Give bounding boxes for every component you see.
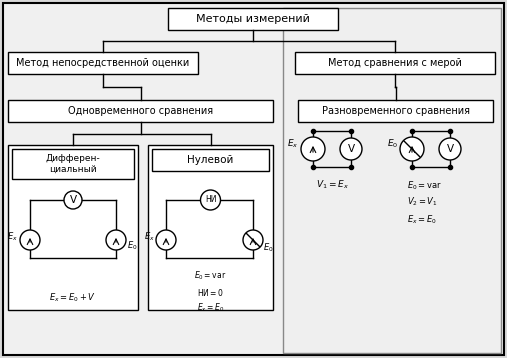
Bar [295, 52, 495, 74]
Text: V: V [447, 144, 454, 154]
Text: $E_0$: $E_0$ [263, 242, 274, 254]
Text: Одновременного сравнения: Одновременного сравнения [68, 106, 213, 116]
Text: НИ: НИ [205, 195, 216, 204]
Text: $E_0$: $E_0$ [127, 240, 137, 252]
Circle shape [156, 230, 176, 250]
Text: Разновременного сравнения: Разновременного сравнения [321, 106, 469, 116]
Bar [8, 52, 198, 74]
Text: Метод непосредственной оценки: Метод непосредственной оценки [16, 58, 190, 68]
Text: $E_x$: $E_x$ [7, 231, 18, 243]
Bar [298, 100, 493, 122]
Text: $V_1=E_x$: $V_1=E_x$ [315, 179, 348, 191]
Text: $E_x$: $E_x$ [287, 138, 299, 150]
Text: V: V [347, 144, 354, 154]
Circle shape [200, 190, 221, 210]
Text: $E_0$: $E_0$ [387, 138, 398, 150]
Text: Дифферен-
циальный: Дифферен- циальный [46, 154, 100, 174]
Circle shape [340, 138, 362, 160]
Text: Нулевой: Нулевой [187, 155, 234, 165]
Bar [8, 145, 138, 310]
Circle shape [400, 137, 424, 161]
Circle shape [243, 230, 263, 250]
Text: $E_0=\mathrm{var}$
$V_2=V_1$
$E_x=E_0$: $E_0=\mathrm{var}$ $V_2=V_1$ $E_x=E_0$ [407, 179, 442, 226]
Circle shape [20, 230, 40, 250]
Text: Методы измерений: Методы измерений [196, 14, 310, 24]
Circle shape [64, 191, 82, 209]
Circle shape [301, 137, 325, 161]
Text: $E_x = E_0 + V$: $E_x = E_0 + V$ [50, 292, 96, 304]
Text: $E_0=\mathrm{var}$
$\mathrm{НИ}=0$
$E_x=E_0$: $E_0=\mathrm{var}$ $\mathrm{НИ}=0$ $E_x=… [194, 270, 227, 314]
Bar [168, 8, 338, 30]
Circle shape [439, 138, 461, 160]
Bar [12, 149, 134, 179]
Bar [152, 149, 269, 171]
Text: Метод сравнения с мерой: Метод сравнения с мерой [328, 58, 462, 68]
Circle shape [106, 230, 126, 250]
Bar [148, 145, 273, 310]
Text: V: V [69, 195, 77, 205]
Text: $E_x$: $E_x$ [144, 231, 155, 243]
Bar [283, 8, 501, 353]
Bar [8, 100, 273, 122]
